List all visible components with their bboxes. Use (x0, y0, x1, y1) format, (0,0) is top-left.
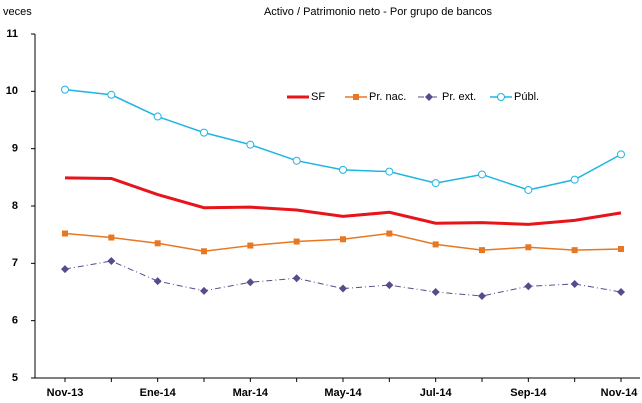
legend-label: Pr. ext. (442, 91, 476, 103)
legend-label: SF (311, 91, 325, 103)
marker (385, 167, 394, 176)
legend-label: Pr. nac. (369, 91, 406, 103)
marker (524, 282, 533, 291)
marker (524, 185, 533, 194)
marker (292, 274, 301, 283)
y-tick-label: 11 (6, 28, 18, 40)
y-tick-label: 9 (12, 143, 18, 155)
marker (340, 236, 346, 243)
y-tick-label: 5 (12, 372, 18, 384)
marker (478, 292, 486, 301)
marker (107, 90, 116, 99)
marker (571, 247, 578, 254)
marker (153, 277, 162, 286)
x-tick-label: Mar-14 (233, 387, 269, 399)
marker (431, 179, 440, 188)
legend-marker (425, 93, 433, 101)
series-line (64, 232, 622, 253)
x-tick-label: Nov-13 (47, 387, 84, 399)
marker (617, 288, 625, 296)
y-axis-label: veces (3, 6, 32, 18)
marker (617, 150, 625, 159)
x-tick-label: Ene-14 (140, 387, 177, 399)
chart-title: Activo / Patrimonio neto - Por grupo de … (264, 6, 493, 18)
marker (201, 248, 207, 255)
x-tick-label: Nov-14 (601, 387, 639, 399)
y-tick-label: 10 (6, 85, 18, 97)
marker (570, 279, 579, 288)
marker (339, 284, 347, 293)
marker (293, 238, 300, 245)
marker (386, 230, 393, 237)
marker (247, 242, 254, 249)
y-tick-label: 7 (12, 257, 18, 269)
y-tick-label: 8 (12, 200, 18, 212)
legend-marker (353, 94, 359, 100)
marker (431, 288, 440, 296)
marker (61, 85, 69, 94)
marker (479, 247, 485, 254)
marker (61, 265, 69, 274)
marker (200, 286, 208, 295)
marker (478, 170, 486, 179)
x-tick-label: May-14 (324, 387, 362, 399)
marker (339, 165, 347, 174)
marker (200, 128, 208, 137)
marker (154, 240, 161, 247)
marker (432, 241, 439, 248)
x-tick-label: Jul-14 (420, 387, 453, 399)
series-line (64, 176, 622, 226)
marker (108, 234, 115, 241)
marker (246, 140, 255, 149)
marker (107, 257, 116, 266)
y-tick-label: 6 (12, 315, 18, 327)
series-line (64, 88, 622, 191)
marker (385, 281, 394, 290)
marker (153, 112, 162, 121)
marker (525, 244, 532, 251)
x-tick-label: Sep-14 (510, 387, 547, 399)
marker (618, 246, 624, 252)
marker (246, 278, 255, 287)
legend-label: Públ. (514, 91, 539, 103)
marker (292, 156, 301, 165)
marker (62, 230, 68, 237)
marker (570, 175, 579, 184)
legend-marker (497, 93, 505, 101)
